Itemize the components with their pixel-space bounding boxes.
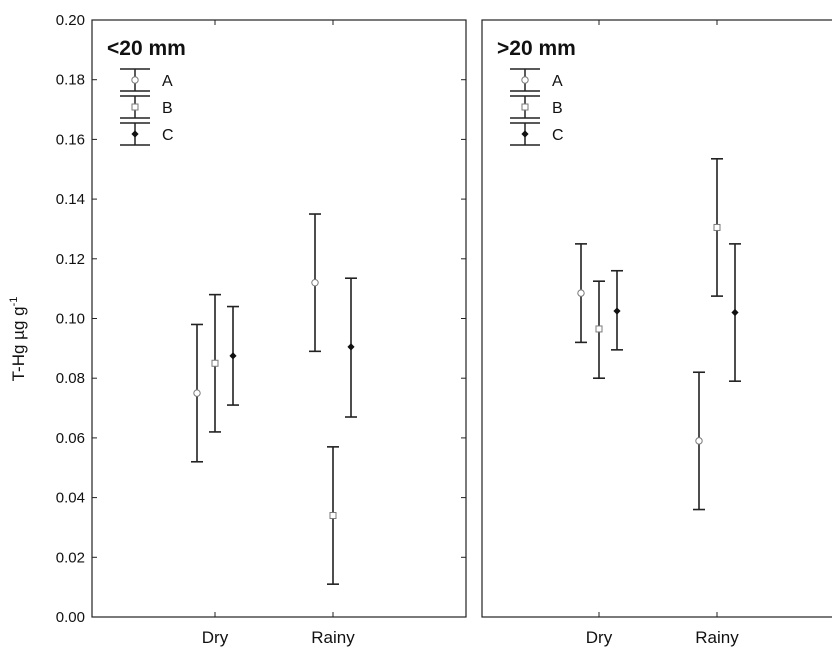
y-tick-label: 0.18	[56, 72, 85, 89]
legend: ABC	[120, 68, 174, 146]
series-A	[191, 213, 321, 463]
series-A	[575, 243, 705, 511]
legend-label: B	[552, 100, 563, 117]
series-B	[593, 158, 723, 380]
y-tick-label: 0.10	[56, 311, 85, 328]
legend-label: A	[552, 73, 563, 90]
y-tick-label: 0.04	[56, 490, 85, 507]
mean-point	[731, 308, 739, 317]
y-axis-label: T-Hg µg g-1	[8, 297, 28, 382]
panel-lt20mm: <20 mm Dry Rainy ABC	[91, 19, 467, 647]
x-tick-label: Rainy	[311, 628, 355, 647]
legend-label: C	[552, 127, 564, 144]
mean-point	[229, 352, 237, 360]
y-tick-label: 0.06	[56, 430, 85, 447]
plot-frame	[91, 19, 467, 618]
series-C	[611, 243, 741, 382]
y-tick-label: 0.14	[56, 191, 85, 208]
y-tick-label: 0.08	[56, 370, 85, 387]
legend-marker	[521, 103, 529, 111]
mean-point	[713, 223, 721, 231]
legend: ABC	[510, 68, 564, 146]
legend-marker	[131, 76, 139, 84]
legend-marker	[521, 76, 529, 84]
x-tick-label: Dry	[586, 628, 613, 647]
y-axis: 0.00 0.02 0.04 0.06 0.08 0.10 0.12 0.14 0.16 0.18…	[56, 12, 97, 626]
series-C	[227, 277, 357, 418]
x-tick-label: Dry	[202, 628, 229, 647]
mean-point	[211, 359, 219, 367]
y-tick-label: 0.16	[56, 131, 85, 148]
y-tick-label: 0.00	[56, 609, 85, 626]
plot-frame	[481, 19, 832, 618]
panel-gt20mm: >20 mm Dry Rainy ABC	[481, 19, 832, 647]
mean-point	[613, 307, 621, 315]
mean-point	[329, 512, 337, 520]
mean-point	[311, 278, 319, 287]
y-tick-label: 0.12	[56, 251, 85, 268]
legend-marker	[521, 130, 529, 138]
panel-title: >20 mm	[497, 37, 576, 60]
legend-marker	[131, 130, 139, 138]
panel-title: <20 mm	[107, 37, 186, 60]
mean-point	[695, 437, 703, 445]
mean-point	[595, 325, 603, 333]
y-tick-label: 0.20	[56, 12, 85, 29]
y-tick-label: 0.02	[56, 549, 85, 566]
mean-point	[193, 389, 201, 397]
x-tick-label: Rainy	[695, 628, 739, 647]
mean-point	[347, 343, 355, 351]
legend-label: A	[162, 73, 173, 90]
series-B	[209, 293, 339, 585]
legend-label: B	[162, 100, 173, 117]
legend-label: C	[162, 127, 174, 144]
mean-point	[577, 289, 585, 297]
legend-marker	[131, 103, 139, 111]
